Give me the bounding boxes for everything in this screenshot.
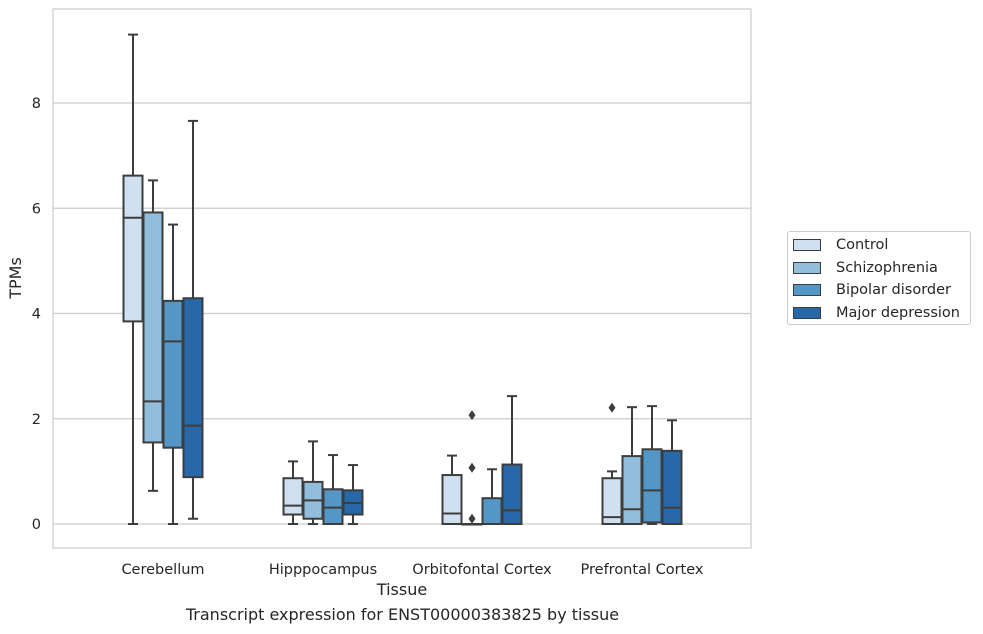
legend-label: Control [836,237,889,253]
box-body [282,477,304,516]
box-major-depression-3 [661,419,683,526]
box-body [641,448,663,524]
y-tick-labels: 0 2 4 6 8 [32,96,41,533]
box-control-2 [441,454,463,525]
box-major-depression-2 [501,395,523,526]
box-bipolar-disorder-3 [641,405,663,525]
box-schizophrenia-0 [142,179,164,492]
legend-item-major-depression: Major depression [793,303,960,323]
y-tick-label: 4 [32,307,41,323]
x-axis-title: Tissue [376,580,427,599]
box-body [661,449,683,526]
box-bipolar-disorder-1 [322,454,344,525]
legend-item-bipolar-disorder: Bipolar disorder [793,280,951,300]
y-axis-title: TPMs [6,257,25,300]
legend-item-control: Control [793,235,888,255]
box-body [621,455,643,525]
plot-area-frame [52,8,752,549]
legend-label: Major depression [836,305,960,321]
figure-caption: Transcript expression for ENST0000038382… [185,605,620,624]
y-tick-label: 2 [32,412,41,428]
box-body [441,474,463,525]
y-tick-label: 6 [32,201,41,217]
box-control-0 [122,33,144,525]
x-tick-label: Cerebellum [121,562,204,578]
legend: Control Schizophrenia Bipolar disorder M… [787,231,971,325]
legend-item-schizophrenia: Schizophrenia [793,258,938,278]
legend-swatch-control [793,239,821,251]
box-major-depression-1 [342,464,364,525]
box-body [142,211,164,444]
x-tick-label: Orbitofontal Cortex [412,562,552,578]
boxes-group [122,33,683,526]
box-body [182,297,204,479]
box-control-3 [601,402,623,525]
legend-swatch-major-depression [793,307,821,319]
x-tick-labels: Cerebellum Hipppocampus Orbitofontal Corte… [121,562,703,578]
box-bipolar-disorder-0 [162,223,184,525]
outlier-point [468,462,476,473]
outlier-point [468,410,476,421]
x-tick-label: Prefrontal Cortex [581,562,704,578]
legend-label: Schizophrenia [836,260,938,276]
box-body [481,497,503,525]
box-schizophrenia-1 [302,440,324,525]
y-tick-label: 0 [32,517,41,533]
box-body [501,463,523,526]
legend-swatch-schizophrenia [793,262,821,274]
outlier-point [468,513,476,524]
box-major-depression-0 [182,119,204,520]
box-control-1 [282,460,304,525]
box-bipolar-disorder-2 [481,468,503,525]
box-body [322,488,344,525]
x-tick-label: Hipppocampus [269,562,377,578]
outlier-point [608,402,616,413]
legend-swatch-bipolar-disorder [793,284,821,296]
box-schizophrenia-2 [461,410,483,526]
box-body [162,299,184,449]
box-body [122,174,144,323]
legend-label: Bipolar disorder [836,282,951,298]
y-tick-label: 8 [32,96,41,112]
box-schizophrenia-3 [621,406,643,525]
